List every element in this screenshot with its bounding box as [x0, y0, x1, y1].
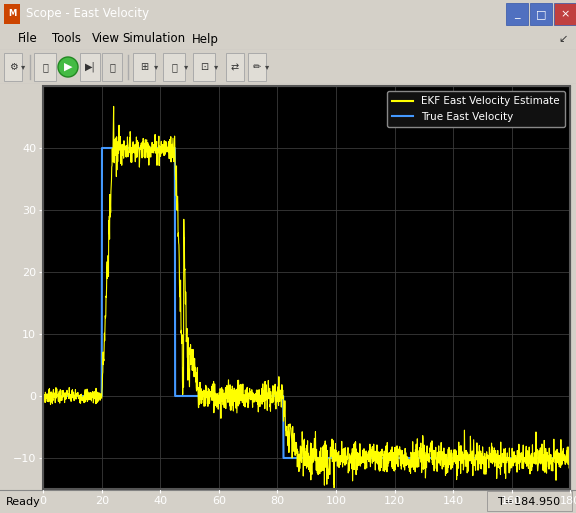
Text: □: □ [536, 9, 546, 19]
Text: ⏮: ⏮ [42, 62, 48, 72]
Bar [4, 53, 22, 81]
Text: ▾: ▾ [21, 63, 25, 71]
Text: ⊡: ⊡ [200, 62, 208, 72]
Bar [34, 53, 56, 81]
Text: T=184.950: T=184.950 [498, 497, 560, 507]
Text: M: M [8, 10, 16, 18]
Text: _: _ [514, 9, 520, 19]
Bar [133, 53, 155, 81]
Text: ▾: ▾ [154, 63, 158, 71]
Text: Tools: Tools [52, 32, 81, 46]
Text: View: View [92, 32, 120, 46]
Bar [530, 3, 552, 25]
Text: Scope - East Velocity: Scope - East Velocity [26, 8, 149, 21]
Text: ▶|: ▶| [85, 62, 96, 72]
Text: Simulation: Simulation [122, 32, 185, 46]
Bar [4, 4, 20, 24]
Bar [102, 53, 122, 81]
Text: ▶: ▶ [64, 62, 72, 72]
Text: ⚙: ⚙ [9, 62, 17, 72]
Text: ▾: ▾ [265, 63, 269, 71]
Text: Ready: Ready [6, 497, 41, 507]
Bar [226, 53, 244, 81]
Text: ⏹: ⏹ [109, 62, 115, 72]
Legend: EKF East Velocity Estimate, True East Velocity: EKF East Velocity Estimate, True East Ve… [387, 91, 565, 127]
Text: 🔍: 🔍 [171, 62, 177, 72]
Bar [163, 53, 185, 81]
Text: ▾: ▾ [184, 63, 188, 71]
Bar [487, 491, 572, 511]
Text: ⇄: ⇄ [231, 62, 239, 72]
Text: ×: × [560, 9, 570, 19]
Bar [248, 53, 266, 81]
Bar [193, 53, 215, 81]
Text: ⊞: ⊞ [140, 62, 148, 72]
Circle shape [58, 57, 78, 77]
Text: ↙: ↙ [559, 34, 568, 44]
Text: ✏: ✏ [253, 62, 261, 72]
Text: File: File [18, 32, 38, 46]
Bar [506, 3, 528, 25]
Text: ▾: ▾ [214, 63, 218, 71]
Text: Help: Help [192, 32, 219, 46]
Bar [554, 3, 576, 25]
Bar [80, 53, 100, 81]
